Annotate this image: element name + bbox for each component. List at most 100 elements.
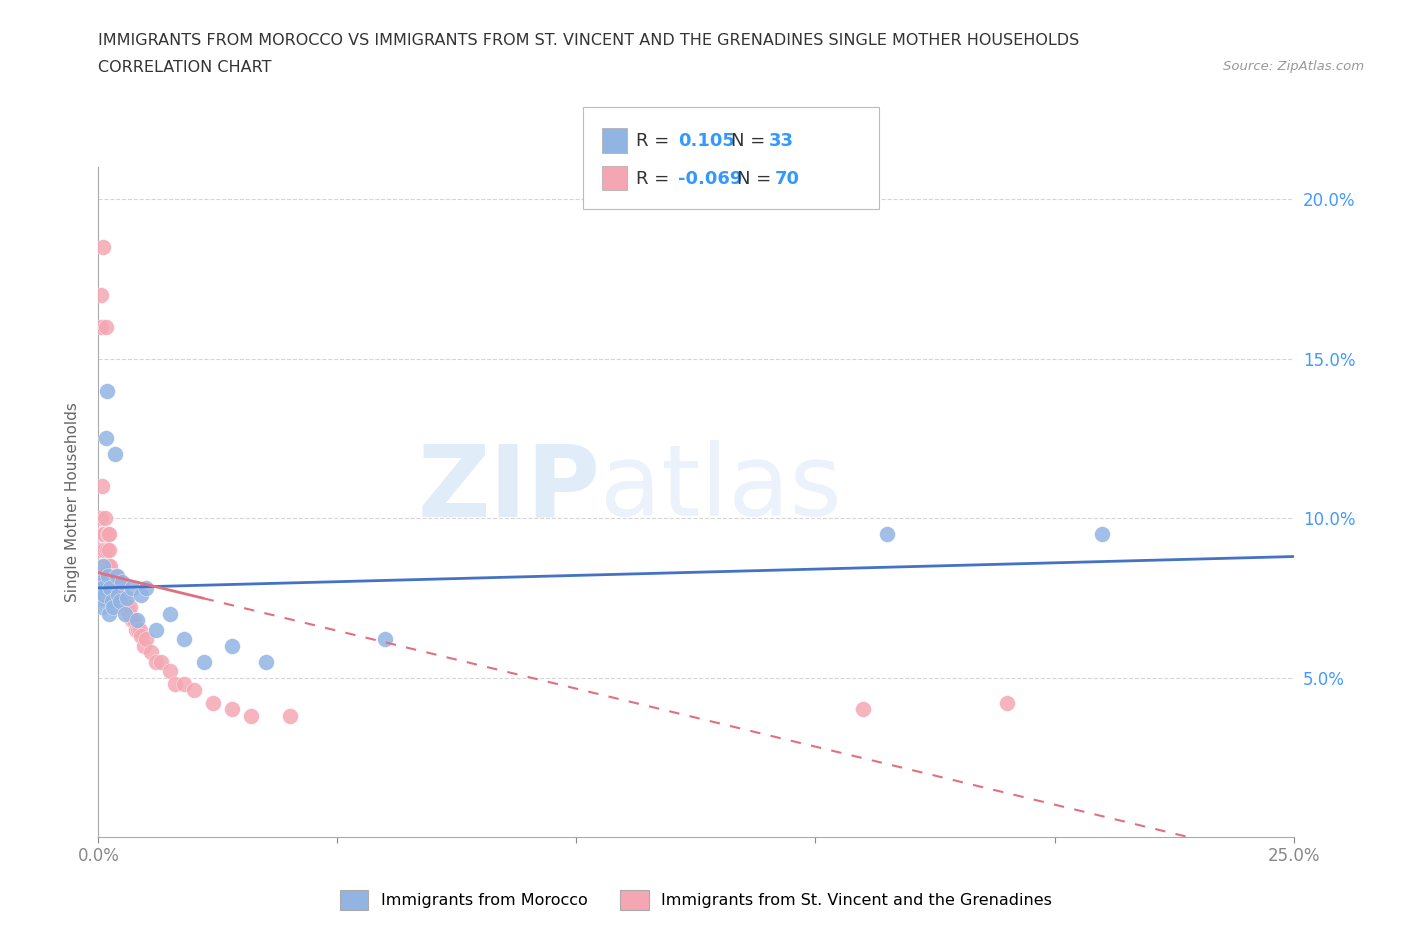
Point — [139, 644, 162, 659]
Point — [112, 587, 135, 602]
Point — [193, 654, 215, 669]
Point — [90, 287, 112, 302]
Point — [135, 631, 157, 646]
Point — [94, 319, 117, 334]
Point — [101, 568, 124, 583]
Point — [91, 479, 114, 494]
Point — [90, 511, 112, 525]
Point — [97, 606, 120, 621]
Point — [114, 606, 136, 621]
Point — [105, 568, 128, 583]
Point — [852, 702, 875, 717]
Point — [159, 664, 181, 679]
Point — [91, 581, 114, 596]
Point — [96, 383, 118, 398]
Point — [94, 559, 117, 574]
Point — [91, 591, 114, 605]
Text: Source: ZipAtlas.com: Source: ZipAtlas.com — [1223, 60, 1364, 73]
Point — [183, 683, 205, 698]
Legend: Immigrants from Morocco, Immigrants from St. Vincent and the Grenadines: Immigrants from Morocco, Immigrants from… — [333, 884, 1059, 916]
Point — [125, 613, 148, 628]
Text: 33: 33 — [769, 132, 794, 151]
Point — [107, 587, 129, 602]
Point — [115, 600, 138, 615]
Point — [173, 631, 195, 646]
Point — [103, 575, 125, 590]
Point — [93, 511, 115, 525]
Point — [93, 526, 115, 541]
Point — [145, 654, 167, 669]
Point — [145, 622, 167, 637]
Point — [103, 575, 125, 590]
Point — [90, 319, 112, 334]
Point — [159, 606, 181, 621]
Point — [110, 591, 132, 605]
Point — [254, 654, 277, 669]
Point — [96, 559, 118, 574]
Point — [89, 542, 111, 557]
Point — [240, 709, 263, 724]
Point — [107, 587, 129, 602]
Point — [110, 593, 132, 608]
Point — [118, 600, 141, 615]
Point — [100, 581, 122, 596]
Point — [105, 591, 128, 605]
Point — [98, 559, 122, 574]
Point — [97, 542, 120, 557]
Point — [111, 575, 134, 590]
Point — [121, 613, 143, 628]
Point — [115, 591, 138, 605]
Text: R =: R = — [636, 169, 675, 188]
Point — [104, 581, 127, 596]
Point — [90, 526, 112, 541]
Point — [117, 606, 139, 621]
Point — [163, 676, 186, 691]
Point — [131, 629, 153, 644]
Point — [108, 593, 131, 608]
Point — [98, 581, 121, 596]
Point — [97, 559, 120, 574]
Point — [98, 581, 122, 596]
Point — [173, 676, 195, 691]
Text: N =: N = — [737, 169, 776, 188]
Text: R =: R = — [636, 132, 675, 151]
Point — [93, 587, 115, 602]
Point — [96, 526, 118, 541]
Point — [278, 709, 301, 724]
Point — [131, 587, 153, 602]
Point — [91, 526, 114, 541]
Text: -0.069: -0.069 — [678, 169, 742, 188]
Point — [100, 568, 122, 583]
Point — [94, 575, 117, 590]
Point — [221, 638, 243, 653]
Point — [101, 593, 124, 608]
Point — [127, 622, 149, 637]
Point — [876, 526, 898, 541]
Point — [97, 568, 120, 583]
Point — [96, 542, 118, 557]
Point — [107, 575, 129, 590]
Text: 0.105: 0.105 — [678, 132, 734, 151]
Point — [101, 600, 124, 615]
Y-axis label: Single Mother Households: Single Mother Households — [65, 403, 80, 602]
Point — [374, 631, 396, 646]
Point — [122, 613, 145, 628]
Point — [132, 638, 155, 653]
Point — [202, 696, 225, 711]
Text: ZIP: ZIP — [418, 440, 600, 538]
Point — [104, 447, 127, 462]
Point — [128, 622, 150, 637]
Point — [101, 575, 124, 590]
Text: CORRELATION CHART: CORRELATION CHART — [98, 60, 271, 75]
Point — [105, 568, 128, 583]
Point — [90, 591, 112, 605]
Point — [90, 600, 112, 615]
Point — [91, 559, 114, 574]
Point — [89, 575, 111, 590]
Point — [115, 600, 138, 615]
Text: N =: N = — [731, 132, 770, 151]
Point — [91, 559, 114, 574]
Point — [111, 600, 134, 615]
Point — [91, 240, 114, 255]
Point — [90, 575, 112, 590]
